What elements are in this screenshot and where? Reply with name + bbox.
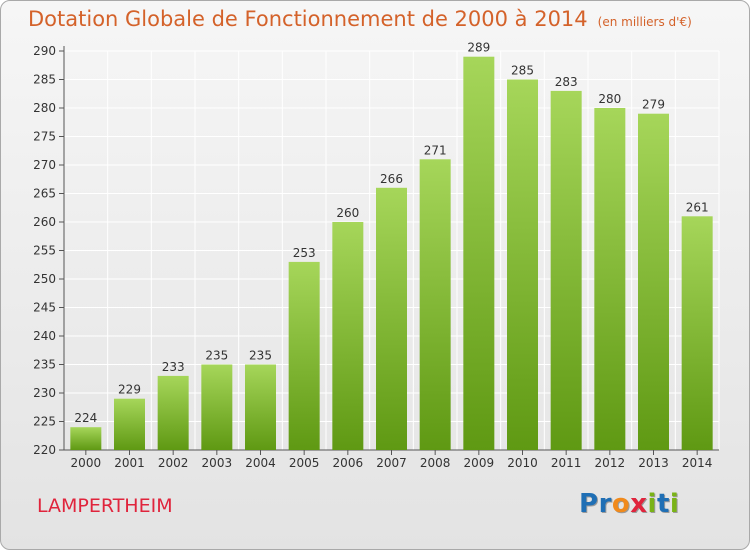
- bar-2008: [419, 159, 451, 451]
- y-tick-label: 245: [33, 301, 56, 315]
- city-name: LAMPERTHEIM: [37, 495, 173, 517]
- y-tick-label: 265: [33, 187, 56, 201]
- x-tick-label: 2007: [376, 456, 407, 470]
- data-label-2010: 285: [511, 64, 534, 78]
- data-label-2011: 283: [555, 75, 578, 89]
- x-tick-label: 2000: [71, 456, 102, 470]
- bar-2003: [201, 364, 233, 450]
- logo-letter: i: [647, 489, 657, 519]
- x-tick-label: 2012: [595, 456, 626, 470]
- x-tick-label: 2014: [682, 456, 713, 470]
- y-tick-label: 225: [33, 415, 56, 429]
- bar-2005: [288, 261, 320, 450]
- logo-letter: o: [611, 489, 631, 519]
- data-label-2006: 260: [336, 206, 359, 220]
- y-tick-label: 260: [33, 215, 56, 229]
- x-tick-label: 2002: [158, 456, 189, 470]
- logo-letter: t: [656, 489, 670, 519]
- data-label-2004: 235: [249, 349, 272, 363]
- y-tick-label: 290: [33, 44, 56, 58]
- data-label-2014: 261: [686, 200, 709, 214]
- x-tick-label: 2005: [289, 456, 320, 470]
- bar-2010: [507, 79, 538, 450]
- data-label-2008: 271: [424, 143, 447, 157]
- bar-2011: [550, 90, 582, 451]
- logo-letter: i: [669, 489, 680, 519]
- bar-2013: [638, 113, 669, 450]
- bar-2014: [681, 216, 713, 450]
- bar-2012: [594, 108, 626, 450]
- y-tick-label: 250: [33, 272, 56, 286]
- data-label-2002: 233: [162, 360, 185, 374]
- bar-2006: [332, 222, 364, 450]
- bar-2000: [70, 427, 102, 450]
- x-tick-label: 2013: [638, 456, 669, 470]
- chart-unit: (en milliers d'€): [597, 15, 692, 29]
- x-tick-label: 2008: [420, 456, 451, 470]
- y-tick-label: 220: [33, 443, 56, 457]
- bar-2007: [376, 187, 407, 451]
- x-tick-label: 2004: [245, 456, 276, 470]
- x-tick-label: 2003: [202, 456, 233, 470]
- data-label-2007: 266: [380, 172, 403, 186]
- logo-letter: P: [579, 489, 599, 519]
- chart-title: Dotation Globale de Fonctionnement de 20…: [28, 7, 692, 31]
- y-tick-label: 230: [33, 386, 56, 400]
- data-label-2001: 229: [118, 383, 141, 397]
- y-tick-label: 270: [33, 158, 56, 172]
- y-tick-label: 285: [33, 73, 56, 87]
- logo-letter: r: [598, 489, 612, 519]
- y-tick-label: 235: [33, 358, 56, 372]
- data-label-2000: 224: [74, 411, 97, 425]
- y-tick-label: 240: [33, 329, 56, 343]
- x-tick-label: 2010: [507, 456, 538, 470]
- bar-2002: [157, 375, 189, 450]
- x-tick-label: 2009: [464, 456, 495, 470]
- bars: [70, 56, 713, 451]
- bar-2009: [463, 56, 495, 450]
- y-tick-label: 280: [33, 101, 56, 115]
- bar-2004: [245, 364, 276, 450]
- data-label-2013: 279: [642, 98, 665, 112]
- data-label-2009: 289: [467, 41, 490, 55]
- y-tick-label: 255: [33, 244, 56, 258]
- data-label-2003: 235: [205, 349, 228, 363]
- x-tick-label: 2006: [333, 456, 364, 470]
- proxiti-logo: Proxiti: [579, 489, 679, 519]
- chart-title-text: Dotation Globale de Fonctionnement de 20…: [28, 7, 588, 31]
- data-label-2012: 280: [598, 92, 621, 106]
- data-label-2005: 253: [293, 246, 316, 260]
- logo-letter: x: [630, 489, 648, 519]
- y-tick-label: 275: [33, 130, 56, 144]
- x-tick-label: 2011: [551, 456, 582, 470]
- data-labels: 224 229 233 235 235 253 260 266 271 289 285 283 280 2…: [74, 41, 708, 426]
- bar-2001: [114, 398, 145, 450]
- x-tick-label: 2001: [114, 456, 145, 470]
